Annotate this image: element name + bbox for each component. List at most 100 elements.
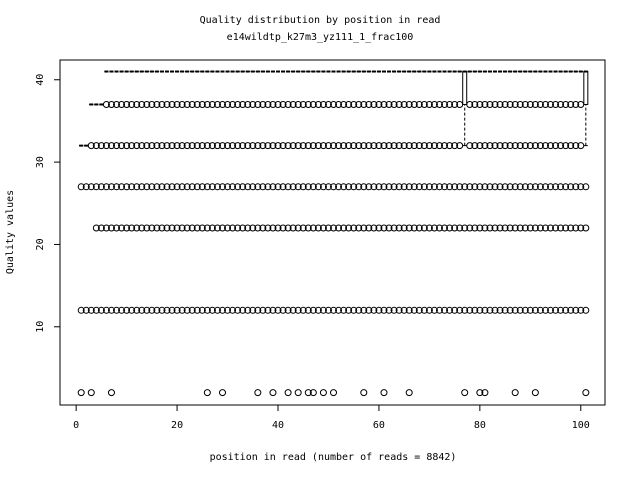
outlier bbox=[259, 224, 267, 232]
outlier bbox=[188, 224, 196, 232]
outlier bbox=[82, 183, 90, 191]
outlier bbox=[269, 100, 277, 108]
outlier bbox=[309, 100, 317, 108]
outlier bbox=[234, 224, 242, 232]
outlier bbox=[304, 183, 312, 191]
outlier bbox=[107, 183, 115, 191]
outlier bbox=[107, 224, 115, 232]
outlier bbox=[102, 224, 110, 232]
outlier bbox=[471, 100, 479, 108]
outlier bbox=[476, 100, 484, 108]
outlier bbox=[335, 183, 343, 191]
outlier bbox=[304, 306, 312, 314]
outlier bbox=[304, 142, 312, 150]
outlier bbox=[87, 306, 95, 314]
outlier bbox=[213, 183, 221, 191]
outlier bbox=[208, 142, 216, 150]
outlier bbox=[410, 142, 418, 150]
outlier bbox=[425, 142, 433, 150]
outlier bbox=[345, 183, 353, 191]
outlier bbox=[188, 306, 196, 314]
outlier bbox=[224, 224, 232, 232]
outlier bbox=[330, 100, 338, 108]
outlier bbox=[198, 100, 206, 108]
outlier bbox=[148, 224, 156, 232]
outlier bbox=[118, 306, 126, 314]
outlier bbox=[365, 100, 373, 108]
outlier bbox=[395, 183, 403, 191]
outlier bbox=[496, 142, 504, 150]
outlier bbox=[158, 100, 166, 108]
outlier bbox=[521, 183, 529, 191]
outlier bbox=[365, 306, 373, 314]
outlier bbox=[446, 100, 454, 108]
outlier bbox=[173, 306, 181, 314]
outlier bbox=[420, 183, 428, 191]
outlier bbox=[153, 100, 161, 108]
outlier bbox=[97, 224, 105, 232]
outlier bbox=[501, 100, 509, 108]
outlier bbox=[425, 183, 433, 191]
outlier bbox=[198, 306, 206, 314]
outlier bbox=[541, 224, 549, 232]
outlier bbox=[567, 306, 575, 314]
outlier bbox=[229, 100, 237, 108]
outlier bbox=[471, 183, 479, 191]
outlier bbox=[244, 224, 252, 232]
outlier bbox=[330, 183, 338, 191]
outlier bbox=[244, 183, 252, 191]
outlier bbox=[198, 183, 206, 191]
outlier bbox=[269, 389, 277, 397]
outlier bbox=[143, 224, 151, 232]
x-tick-label: 0 bbox=[73, 420, 79, 431]
outlier bbox=[335, 306, 343, 314]
outlier bbox=[435, 142, 443, 150]
outlier bbox=[511, 142, 519, 150]
outlier bbox=[441, 183, 449, 191]
outlier bbox=[234, 142, 242, 150]
outlier bbox=[244, 306, 252, 314]
outlier bbox=[143, 142, 151, 150]
outlier bbox=[390, 183, 398, 191]
outlier bbox=[430, 224, 438, 232]
outlier bbox=[405, 100, 413, 108]
outlier bbox=[380, 100, 388, 108]
outlier bbox=[299, 183, 307, 191]
outlier bbox=[380, 389, 388, 397]
outlier bbox=[188, 183, 196, 191]
outlier bbox=[486, 306, 494, 314]
outlier bbox=[567, 100, 575, 108]
outlier bbox=[218, 183, 226, 191]
outlier bbox=[259, 306, 267, 314]
outlier bbox=[395, 306, 403, 314]
outlier bbox=[395, 100, 403, 108]
outlier bbox=[531, 306, 539, 314]
outlier bbox=[123, 142, 131, 150]
outlier bbox=[218, 142, 226, 150]
outlier bbox=[441, 100, 449, 108]
outlier bbox=[355, 224, 363, 232]
outlier bbox=[536, 306, 544, 314]
outlier bbox=[309, 183, 317, 191]
outlier bbox=[425, 306, 433, 314]
outlier bbox=[153, 142, 161, 150]
outlier bbox=[375, 183, 383, 191]
y-tick-label: 10 bbox=[35, 321, 46, 333]
outlier bbox=[284, 183, 292, 191]
outlier bbox=[92, 306, 100, 314]
outlier bbox=[158, 224, 166, 232]
outlier bbox=[456, 142, 464, 150]
outlier bbox=[178, 183, 186, 191]
outlier bbox=[531, 183, 539, 191]
outlier bbox=[400, 100, 408, 108]
outlier bbox=[198, 142, 206, 150]
outlier bbox=[239, 183, 247, 191]
outlier bbox=[405, 306, 413, 314]
outlier bbox=[244, 142, 252, 150]
outlier bbox=[118, 224, 126, 232]
y-tick-label: 40 bbox=[35, 74, 46, 86]
outlier bbox=[486, 183, 494, 191]
outlier bbox=[506, 142, 514, 150]
outlier bbox=[420, 142, 428, 150]
outlier bbox=[183, 224, 191, 232]
